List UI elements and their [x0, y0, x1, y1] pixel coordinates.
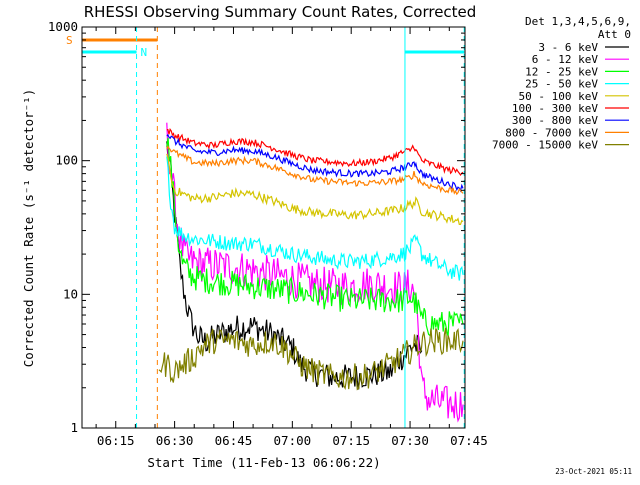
series-line-800-7000kev [166, 145, 464, 196]
legend-entry-label: 800 - 7000 keV [505, 126, 598, 139]
legend-entry-label: 50 - 100 keV [519, 90, 599, 103]
series-line-50-100kev [166, 153, 464, 225]
legend-header-line-1: Det 1,3,4,5,6,9, [525, 15, 631, 28]
y-axis-label: Corrected Count Rate (s⁻¹ detector⁻¹) [21, 89, 36, 367]
x-tick-label: 06:30 [156, 433, 194, 448]
series-layer [158, 122, 464, 423]
y-tick-label: 1 [70, 420, 78, 435]
plot-frame [81, 26, 466, 429]
legend-header-line-2: Att 0 [598, 28, 631, 41]
x-axis-label: Start Time (11-Feb-13 06:06:22) [147, 455, 380, 470]
legend-entry-label: 7000 - 15000 keV [492, 139, 598, 152]
legend-entry-label: 25 - 50 keV [525, 78, 598, 91]
series-line-100-300kev [166, 127, 464, 177]
x-tick-label: 06:15 [97, 433, 135, 448]
series-line-7000-15000kev [158, 327, 464, 391]
chart-title: RHESSI Observing Summary Count Rates, Co… [84, 3, 477, 21]
flag-layer: SN [66, 34, 465, 59]
flag-label-n: N [141, 46, 148, 59]
flag-label-s: S [66, 34, 73, 47]
y-tick-label: 100 [55, 153, 78, 168]
series-line-25-50kev [166, 156, 464, 281]
x-tick-label: 06:45 [215, 433, 253, 448]
legend-entry-label: 3 - 6 keV [538, 41, 598, 54]
legend-entry-label: 300 - 800 keV [512, 114, 598, 127]
legend-entry-label: 6 - 12 keV [532, 53, 599, 66]
x-tick-label: 07:00 [274, 433, 312, 448]
series-line-12-25kev [166, 137, 464, 337]
y-tick-label: 10 [63, 286, 78, 301]
x-tick-label: 07:30 [391, 433, 429, 448]
axis-layer: 06:15 06:30 06:45 07:00 07:15 07:30 07:45 1 10 10… [48, 19, 488, 448]
x-tick-label: 07:15 [332, 433, 370, 448]
series-line-300-800kev [166, 133, 464, 193]
legend-entry-label: 100 - 300 keV [512, 102, 598, 115]
legend-entry-label: 12 - 25 keV [525, 65, 598, 78]
y-tick-label: 1000 [48, 19, 78, 34]
x-tick-label: 07:45 [450, 433, 488, 448]
footer-date: 23-Oct-2021 05:11 [555, 467, 632, 476]
marker-layer [136, 27, 465, 428]
